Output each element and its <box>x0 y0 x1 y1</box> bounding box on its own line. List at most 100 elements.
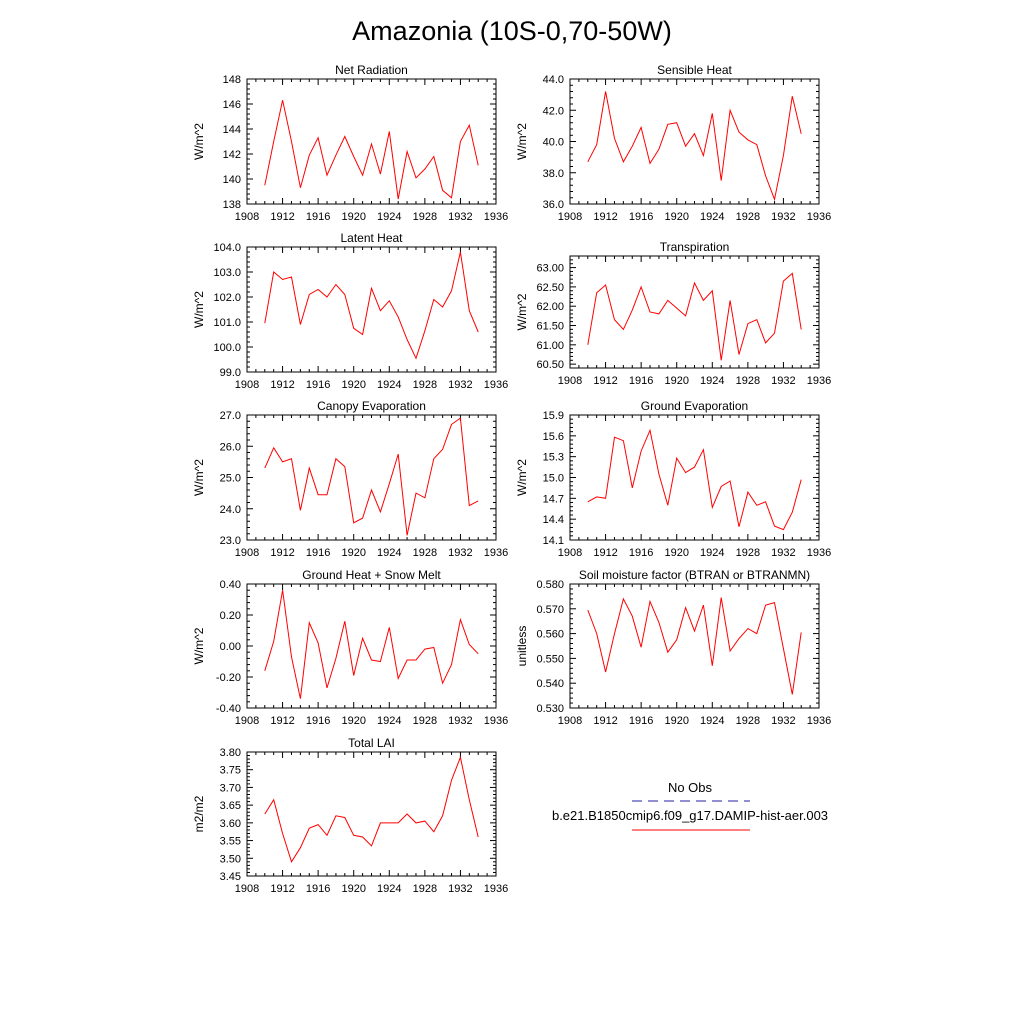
x-tick-label: 1936 <box>807 375 831 387</box>
x-tick-label: 1924 <box>700 375 724 387</box>
y-tick-label: 60.50 <box>536 359 564 371</box>
x-tick-label: 1920 <box>341 379 365 391</box>
y-tick-label: 44.0 <box>543 74 564 86</box>
x-tick-label: 1928 <box>736 547 760 559</box>
x-tick-label: 1924 <box>700 547 724 559</box>
plot-frame <box>569 78 820 205</box>
panel-latent-heat: Latent Heat 1908 1912 1916 1920 1924 1928 1932 1… <box>192 231 508 391</box>
y-tick-label: 27.0 <box>220 410 241 422</box>
y-tick-label: -0.20 <box>216 672 241 684</box>
y-tick-label: 24.0 <box>220 504 241 516</box>
y-axis-label: unitless <box>515 626 529 667</box>
y-tick-label: 0.550 <box>536 653 564 665</box>
panel-canopy-evaporation: Canopy Evaporation 1908 1912 1916 1920 1924 19… <box>192 399 508 559</box>
x-tick-label: 1932 <box>771 211 795 223</box>
y-axis-label: W/m^2 <box>515 123 529 160</box>
plot-frame <box>246 78 497 205</box>
x-tick-label: 1920 <box>664 547 688 559</box>
y-tick-label: 0.580 <box>536 579 564 591</box>
x-tick-label: 1916 <box>629 211 653 223</box>
plot-frame <box>246 414 497 541</box>
panel-title: Soil moisture factor (BTRAN or BTRANMN) <box>579 568 810 582</box>
y-tick-label: 38.0 <box>543 168 564 180</box>
y-tick-label: 63.00 <box>536 263 564 275</box>
y-tick-label: 36.0 <box>543 199 564 211</box>
x-tick-label: 1928 <box>736 211 760 223</box>
x-tick-label: 1936 <box>484 547 508 559</box>
x-tick-label: 1908 <box>235 379 259 391</box>
y-tick-label: 0.00 <box>220 641 241 653</box>
x-tick-label: 1920 <box>664 375 688 387</box>
y-tick-label: 99.0 <box>220 367 241 379</box>
x-tick-label: 1936 <box>807 715 831 727</box>
y-tick-label: -0.40 <box>216 703 241 715</box>
panel-total-lai: Total LAI 1908 1912 1916 1920 1924 1928 1932 193… <box>192 736 508 895</box>
y-tick-label: 40.0 <box>543 137 564 149</box>
x-tick-label: 1928 <box>736 375 760 387</box>
x-tick-label: 1924 <box>377 547 401 559</box>
panel-net-radiation: Net Radiation 1908 1912 1916 1920 1924 1928 193… <box>192 63 508 223</box>
x-tick-label: 1916 <box>629 547 653 559</box>
y-tick-label: 3.80 <box>220 747 241 759</box>
x-tick-label: 1908 <box>558 547 582 559</box>
panel-title: Ground Evaporation <box>641 399 748 413</box>
y-tick-label: 3.50 <box>220 853 241 865</box>
x-tick-label: 1924 <box>377 379 401 391</box>
x-tick-label: 1920 <box>341 211 365 223</box>
x-tick-label: 1916 <box>306 379 330 391</box>
x-tick-label: 1912 <box>270 547 294 559</box>
panel-sensible-heat: Sensible Heat 1908 1912 1916 1920 1924 1928 193… <box>515 63 831 223</box>
panel-title: Ground Heat + Snow Melt <box>302 568 441 582</box>
x-tick-label: 1908 <box>558 211 582 223</box>
y-axis-label: W/m^2 <box>192 459 206 496</box>
x-tick-label: 1908 <box>235 715 259 727</box>
x-tick-label: 1908 <box>235 211 259 223</box>
x-tick-label: 1932 <box>771 375 795 387</box>
x-tick-label: 1932 <box>448 715 472 727</box>
x-tick-label: 1936 <box>484 379 508 391</box>
panel-title: Latent Heat <box>340 231 403 245</box>
y-tick-label: 26.0 <box>220 441 241 453</box>
series-line <box>587 428 802 531</box>
y-tick-label: 3.75 <box>220 765 241 777</box>
x-tick-label: 1908 <box>558 715 582 727</box>
x-tick-label: 1924 <box>700 211 724 223</box>
figure-title: Amazonia (10S-0,70-50W) <box>352 16 672 46</box>
y-tick-label: 0.570 <box>536 604 564 616</box>
x-tick-label: 1936 <box>484 211 508 223</box>
x-tick-label: 1920 <box>664 211 688 223</box>
x-tick-label: 1928 <box>413 547 437 559</box>
x-tick-label: 1932 <box>448 547 472 559</box>
panel-title: Transpiration <box>660 240 730 254</box>
x-tick-label: 1912 <box>593 715 617 727</box>
y-tick-label: 15.0 <box>543 473 564 485</box>
y-tick-label: 146 <box>223 99 241 111</box>
y-tick-label: 103.0 <box>213 267 241 279</box>
y-tick-label: 14.1 <box>543 535 564 547</box>
y-tick-label: 144 <box>223 124 241 136</box>
x-tick-label: 1912 <box>270 211 294 223</box>
panel-title: Canopy Evaporation <box>317 399 426 413</box>
x-tick-label: 1928 <box>413 715 437 727</box>
x-tick-label: 1936 <box>484 715 508 727</box>
y-tick-label: 23.0 <box>220 535 241 547</box>
x-tick-label: 1916 <box>306 715 330 727</box>
y-tick-label: 148 <box>223 74 241 86</box>
y-tick-label: 102.0 <box>213 292 241 304</box>
panel-title: Sensible Heat <box>657 63 732 77</box>
y-tick-label: 3.45 <box>220 871 241 883</box>
x-tick-label: 1920 <box>341 883 365 895</box>
y-tick-label: 42.0 <box>543 105 564 117</box>
x-tick-label: 1920 <box>341 547 365 559</box>
y-tick-label: 0.560 <box>536 629 564 641</box>
y-axis-label: W/m^2 <box>192 627 206 664</box>
y-tick-label: 0.530 <box>536 703 564 715</box>
x-tick-label: 1912 <box>270 715 294 727</box>
legend-label-model: b.e21.B1850cmip6.f09_g17.DAMIP-hist-aer.… <box>552 808 828 823</box>
plot-frame <box>569 583 820 709</box>
x-tick-label: 1932 <box>448 883 472 895</box>
legend-label-obs: No Obs <box>668 780 713 795</box>
y-tick-label: 25.0 <box>220 473 241 485</box>
x-tick-label: 1912 <box>593 211 617 223</box>
